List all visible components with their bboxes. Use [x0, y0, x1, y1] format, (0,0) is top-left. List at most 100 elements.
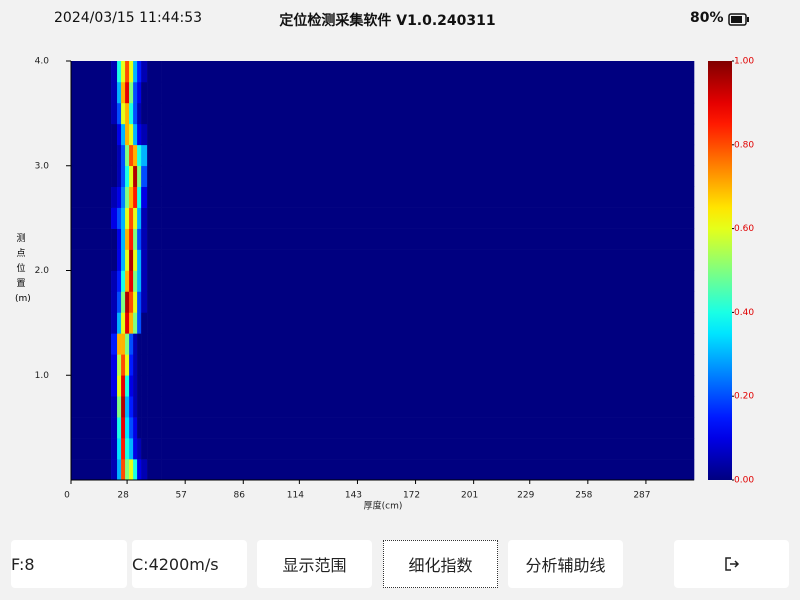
heat-cell: [141, 144, 148, 167]
x-tick-label: 201: [461, 491, 478, 501]
x-tick-label: 86: [234, 491, 246, 501]
guide-button[interactable]: 分析辅助线: [508, 540, 623, 588]
heat-cell: [129, 417, 134, 439]
heat-cell: [141, 312, 148, 334]
colorbar-tick-label: 0.60: [734, 224, 754, 234]
heat-cell: [129, 228, 134, 250]
heat-cell: [121, 186, 126, 208]
heat-cell: [161, 249, 695, 271]
heat-cell: [133, 228, 138, 250]
heat-cell: [141, 207, 148, 229]
exit-button[interactable]: [674, 540, 789, 588]
heat-cell: [111, 375, 118, 397]
heat-cell: [137, 102, 142, 125]
heat-cell: [133, 333, 138, 355]
heat-cell: [141, 228, 148, 250]
heat-cell: [121, 249, 126, 271]
x-axis-label: 厚度(cm): [364, 500, 403, 512]
heat-cell: [117, 312, 122, 334]
heat-cell: [137, 438, 142, 460]
heat-cell: [125, 354, 130, 376]
heat-cell: [133, 459, 138, 481]
heat-cell: [125, 417, 130, 439]
refine-button[interactable]: 细化指数: [383, 540, 498, 588]
heat-cell: [111, 438, 118, 460]
heat-cell: [117, 228, 122, 250]
heat-cell: [117, 81, 122, 104]
heat-cell: [117, 333, 122, 355]
heat-cell: [137, 61, 142, 83]
heat-cell: [121, 333, 126, 355]
heat-cell: [121, 438, 126, 460]
heat-cell: [133, 291, 138, 313]
heat-cell: [111, 102, 118, 125]
colorbar: [708, 61, 732, 480]
y-tick-label: 4.0: [35, 57, 50, 67]
c-button[interactable]: C:4200m/s: [132, 540, 247, 588]
heat-cell: [129, 81, 134, 104]
heat-cell: [147, 417, 162, 439]
heat-cell: [147, 123, 162, 146]
heat-cell: [133, 61, 138, 83]
heat-cell: [129, 186, 134, 208]
heat-cell: [147, 459, 162, 481]
heat-cell: [111, 354, 118, 376]
heat-cell: [141, 61, 148, 83]
heat-cell: [71, 291, 112, 313]
heat-cell: [71, 312, 112, 334]
heat-cell: [121, 165, 126, 187]
exit-icon: [724, 557, 739, 571]
heat-cell: [161, 417, 695, 439]
heat-cell: [71, 375, 112, 397]
colorbar-tick-label: 0.20: [734, 392, 754, 402]
heat-cell: [71, 81, 112, 104]
f-button[interactable]: F:8: [11, 540, 127, 588]
heat-cell: [121, 291, 126, 313]
y-tick-label: 3.0: [35, 161, 50, 171]
x-tick-label: 287: [633, 491, 650, 501]
heat-cell: [121, 375, 126, 397]
heat-cell: [111, 123, 118, 146]
battery-text: 80%: [690, 10, 724, 26]
heat-cell: [129, 144, 134, 167]
battery-icon: [728, 13, 749, 26]
heat-cell: [147, 207, 162, 229]
range-button[interactable]: 显示范围: [257, 540, 372, 588]
heat-cell: [117, 61, 122, 83]
heat-cell: [137, 249, 142, 271]
heat-cell: [117, 291, 122, 313]
heat-cell: [161, 165, 695, 187]
heat-cell: [137, 333, 142, 355]
heat-cell: [129, 102, 134, 125]
heat-cell: [129, 270, 134, 292]
heat-cell: [117, 375, 122, 397]
heat-cell: [129, 375, 134, 397]
heat-cell: [141, 102, 148, 125]
heat-cell: [125, 144, 130, 167]
heat-cell: [121, 207, 126, 229]
heat-cell: [133, 81, 138, 104]
heat-cell: [129, 354, 134, 376]
heat-cell: [141, 186, 148, 208]
heat-cell: [125, 165, 130, 187]
colorbar-tick-label: 0.40: [734, 308, 754, 318]
heat-cell: [133, 438, 138, 460]
heat-cell: [137, 375, 142, 397]
heat-cell: [161, 333, 695, 355]
heat-cell: [129, 249, 134, 271]
heat-cell: [141, 438, 148, 460]
y-tick-label: 1.0: [35, 371, 50, 381]
heat-cell: [117, 354, 122, 376]
heat-cell: [161, 186, 695, 208]
heat-cell: [111, 270, 118, 292]
heat-cell: [133, 207, 138, 229]
x-tick-label: 57: [175, 491, 186, 501]
heat-cell: [161, 81, 695, 104]
heat-cell: [161, 438, 695, 460]
app-title: 定位检测采集软件 V1.0.240311: [279, 13, 496, 29]
heat-cell: [133, 270, 138, 292]
heat-cell: [161, 396, 695, 418]
heat-cell: [117, 207, 122, 229]
colorbar-tick-label: 0.00: [734, 476, 754, 486]
